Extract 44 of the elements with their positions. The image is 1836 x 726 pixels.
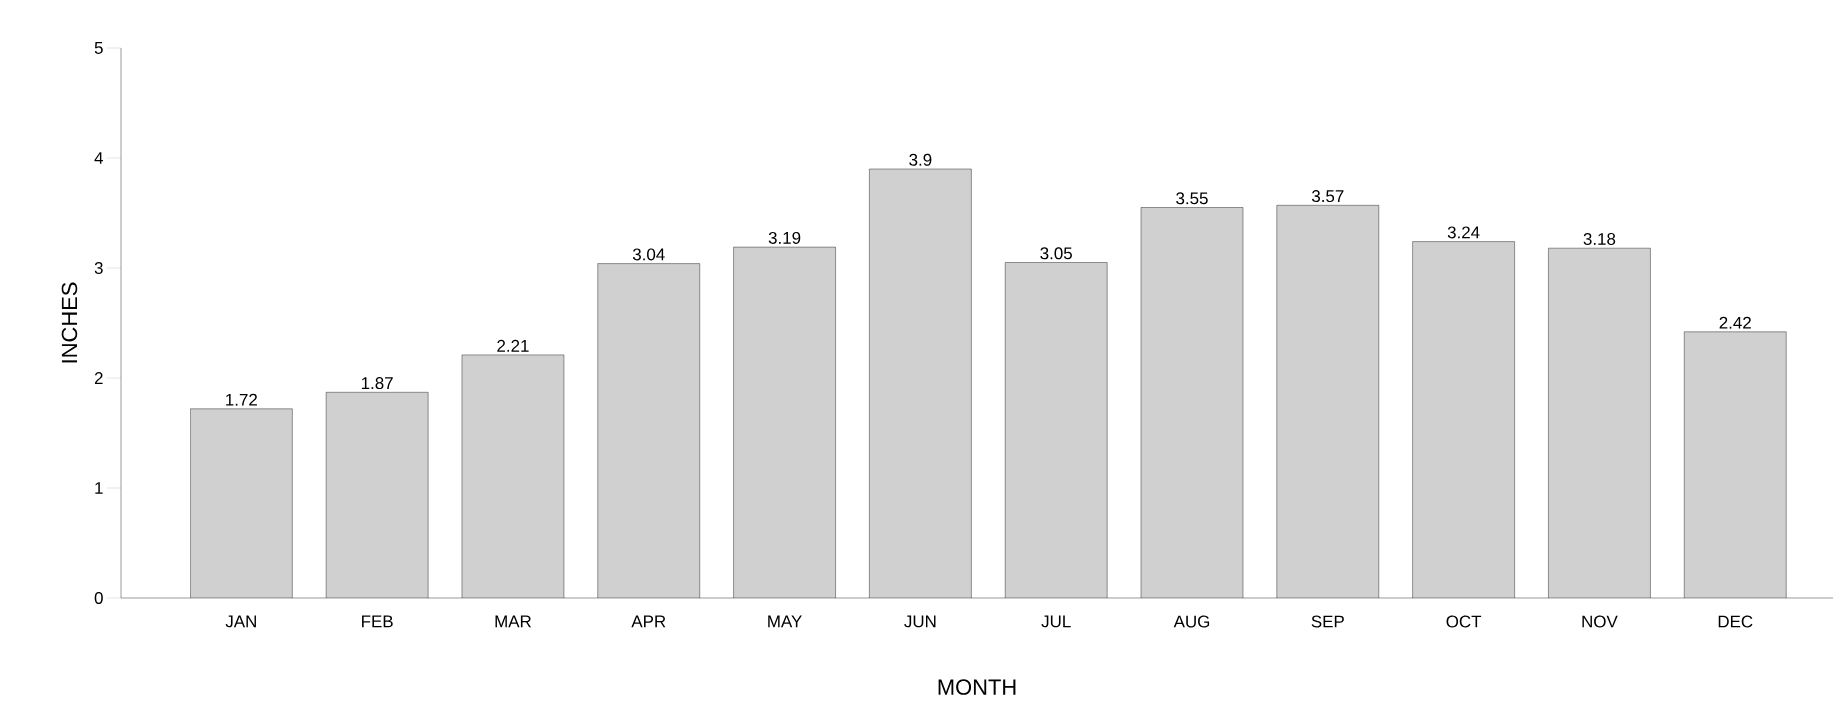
x-tick-label: JUL [1041,615,1071,628]
data-label: 1.87 [361,377,393,390]
y-axis-title: INCHES [61,282,78,363]
x-axis-title: MONTH [938,679,1016,695]
y-tick-label: 4 [94,152,103,164]
y-tick-label: 3 [94,262,103,274]
x-tick-label: APR [631,615,666,628]
data-label: 3.04 [632,248,665,261]
data-label: 3.55 [1176,192,1208,205]
bar [461,354,564,598]
x-tick-label: AUG [1173,615,1210,628]
data-label: 2.42 [1719,316,1751,329]
x-tick-label: JAN [225,615,256,628]
x-tick-label: FEB [362,615,393,628]
data-label: 2.21 [497,339,529,352]
x-tick-label: DEC [1718,615,1753,628]
y-tick-label: 0 [94,592,103,604]
bar [1412,241,1515,598]
bar [733,247,836,598]
y-tick-label: 2 [94,372,103,384]
bar [869,169,972,598]
data-label: 3.18 [1583,233,1616,246]
data-label: 3.24 [1447,226,1480,239]
bar [597,263,700,598]
x-tick-label: SEP [1311,615,1344,628]
data-label: 3.19 [768,231,801,244]
x-tick-label: OCT [1446,615,1482,628]
data-label: 1.72 [226,393,257,406]
bar [1548,248,1651,598]
bar [326,392,429,598]
x-tick-label: MAR [495,615,531,628]
y-tick-label: 5 [94,42,103,54]
x-tick-label: NOV [1582,615,1618,628]
x-tick-label: JUN [904,615,936,628]
data-label: 3.9 [909,153,932,166]
bar [1276,205,1379,598]
bar [1005,262,1108,598]
y-tick-label: 1 [95,482,103,494]
bar [190,408,293,598]
bar [1141,207,1243,598]
x-tick-label: MAY [768,615,802,628]
bar [1684,331,1787,598]
data-label: 3.57 [1311,190,1344,203]
data-label: 3.05 [1040,247,1072,260]
